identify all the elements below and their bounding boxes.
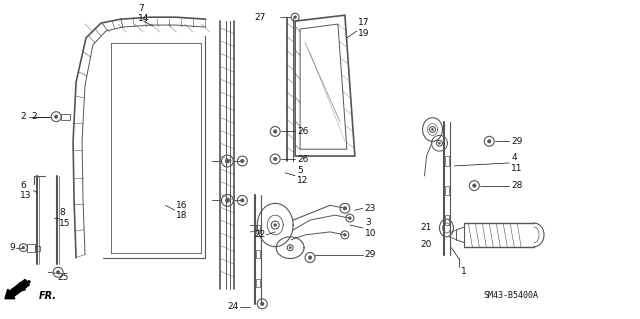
Text: 29: 29 bbox=[511, 137, 522, 146]
Circle shape bbox=[289, 247, 291, 249]
Circle shape bbox=[241, 159, 244, 163]
Text: 9: 9 bbox=[10, 243, 15, 252]
Circle shape bbox=[54, 115, 58, 118]
Text: 29: 29 bbox=[365, 250, 376, 259]
Circle shape bbox=[273, 157, 277, 161]
Bar bbox=[61, 114, 70, 120]
Text: 2: 2 bbox=[31, 112, 37, 121]
Text: 28: 28 bbox=[511, 181, 522, 190]
Text: 1: 1 bbox=[461, 267, 467, 276]
Text: 17
19: 17 19 bbox=[358, 18, 369, 38]
Text: 7
14: 7 14 bbox=[138, 4, 150, 23]
Text: 2: 2 bbox=[20, 112, 26, 121]
Text: 26: 26 bbox=[297, 127, 308, 136]
Text: SM43-B5400A: SM43-B5400A bbox=[484, 291, 539, 300]
Text: FR.: FR. bbox=[39, 291, 57, 301]
Bar bbox=[28, 244, 35, 252]
Circle shape bbox=[56, 271, 60, 274]
Circle shape bbox=[241, 199, 244, 202]
Circle shape bbox=[22, 246, 25, 249]
Bar bbox=[256, 225, 260, 233]
Text: 27: 27 bbox=[254, 13, 265, 22]
Bar bbox=[256, 250, 260, 257]
Circle shape bbox=[273, 130, 277, 133]
Circle shape bbox=[225, 198, 230, 203]
Bar bbox=[445, 215, 449, 225]
Circle shape bbox=[294, 16, 296, 19]
Text: 6
13: 6 13 bbox=[20, 181, 32, 200]
Circle shape bbox=[344, 234, 346, 236]
Text: 21: 21 bbox=[420, 224, 431, 233]
Text: 3
10: 3 10 bbox=[365, 218, 376, 238]
Circle shape bbox=[438, 142, 440, 144]
Circle shape bbox=[225, 159, 230, 163]
Text: 22: 22 bbox=[254, 230, 265, 239]
Text: 23: 23 bbox=[365, 204, 376, 213]
Circle shape bbox=[343, 206, 347, 210]
Circle shape bbox=[260, 302, 264, 306]
Text: 8
15: 8 15 bbox=[59, 208, 70, 228]
Text: 20: 20 bbox=[420, 240, 431, 249]
Text: 16
18: 16 18 bbox=[175, 201, 187, 220]
Bar bbox=[445, 156, 449, 166]
Text: 24: 24 bbox=[227, 302, 238, 311]
Circle shape bbox=[348, 217, 351, 219]
Bar bbox=[35, 246, 40, 251]
Bar bbox=[256, 279, 260, 287]
Text: 4
11: 4 11 bbox=[511, 153, 523, 173]
FancyArrow shape bbox=[5, 279, 29, 299]
Text: 26: 26 bbox=[297, 154, 308, 164]
Circle shape bbox=[274, 224, 276, 226]
Circle shape bbox=[308, 256, 312, 259]
Bar bbox=[445, 186, 449, 196]
Text: 25: 25 bbox=[57, 273, 68, 282]
Circle shape bbox=[472, 184, 476, 187]
Circle shape bbox=[431, 129, 433, 130]
Text: 5
12: 5 12 bbox=[297, 166, 308, 185]
Circle shape bbox=[488, 140, 491, 143]
